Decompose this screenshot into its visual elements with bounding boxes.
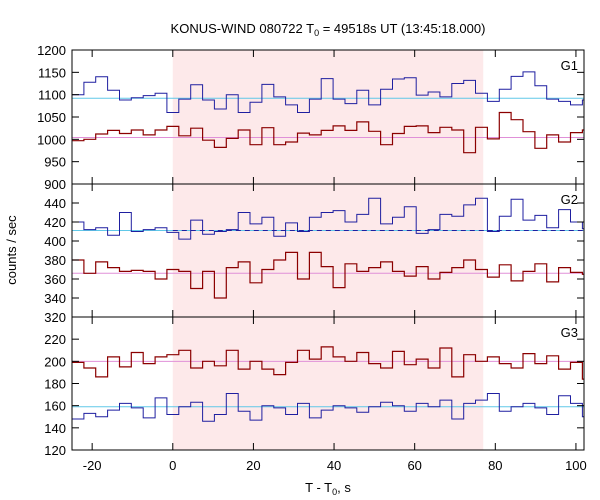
x-tick-label: 60 <box>407 458 421 473</box>
x-tick-label: 40 <box>327 458 341 473</box>
y-tick-label: 120 <box>44 443 66 458</box>
y-axis-label: counts / sec <box>4 215 19 285</box>
highlight-interval <box>172 50 484 450</box>
title-sub: 0 <box>314 28 319 38</box>
y-tick-label: 1000 <box>37 132 66 147</box>
y-tick-label: 1200 <box>37 43 66 58</box>
xlabel-main: T - T <box>305 480 332 495</box>
blue-series <box>72 71 584 113</box>
x-tick-label: 100 <box>565 458 587 473</box>
x-tick-label: 0 <box>169 458 176 473</box>
panel-label: G3 <box>561 325 578 340</box>
panel-g3: 120 140 160 180 200 220 G3 <box>44 316 585 458</box>
y-tick-label: 400 <box>44 234 66 249</box>
panel-label: G2 <box>561 192 578 207</box>
y-tick-label: 380 <box>44 253 66 268</box>
title-rest: = 49518s UT (13:45:18.000) <box>319 21 485 36</box>
x-tick-label: 80 <box>488 458 502 473</box>
panels-layer: 90095010001050110011501200G1320340360380… <box>37 43 587 473</box>
xlabel-sub: 0 <box>332 487 337 497</box>
y-tick-label: 180 <box>44 377 66 392</box>
y-tick-label: 440 <box>44 196 66 211</box>
red-series <box>72 346 584 380</box>
red-series <box>72 111 584 154</box>
x-tick-label: -20 <box>83 458 102 473</box>
y-tick-label: 420 <box>44 215 66 230</box>
x-tick-label: 20 <box>246 458 260 473</box>
y-tick-label: 200 <box>44 354 66 369</box>
y-tick-label: 900 <box>44 177 66 192</box>
y-tick-label: 1100 <box>38 88 66 103</box>
panel-label: G1 <box>561 58 578 73</box>
y-tick-label: 220 <box>44 332 66 347</box>
title-main: KONUS-WIND 080722 T <box>171 21 315 36</box>
y-tick-label: 950 <box>44 155 66 170</box>
y-tick-label: 1150 <box>38 65 66 80</box>
red-series <box>72 251 584 299</box>
y-tick-label: 1050 <box>37 110 66 125</box>
xlabel-rest: , s <box>337 480 351 495</box>
chart-title: KONUS-WIND 080722 T0 = 49518s UT (13:45:… <box>171 21 486 38</box>
y-tick-label: 360 <box>44 272 66 287</box>
y-tick-label: 160 <box>44 399 66 414</box>
y-tick-label: 140 <box>44 421 66 436</box>
y-tick-label: 320 <box>44 310 66 325</box>
y-tick-label: 340 <box>44 291 66 306</box>
blue-series <box>72 393 584 422</box>
blue-series <box>72 197 584 240</box>
x-axis-label: T - T0, s <box>305 480 351 497</box>
